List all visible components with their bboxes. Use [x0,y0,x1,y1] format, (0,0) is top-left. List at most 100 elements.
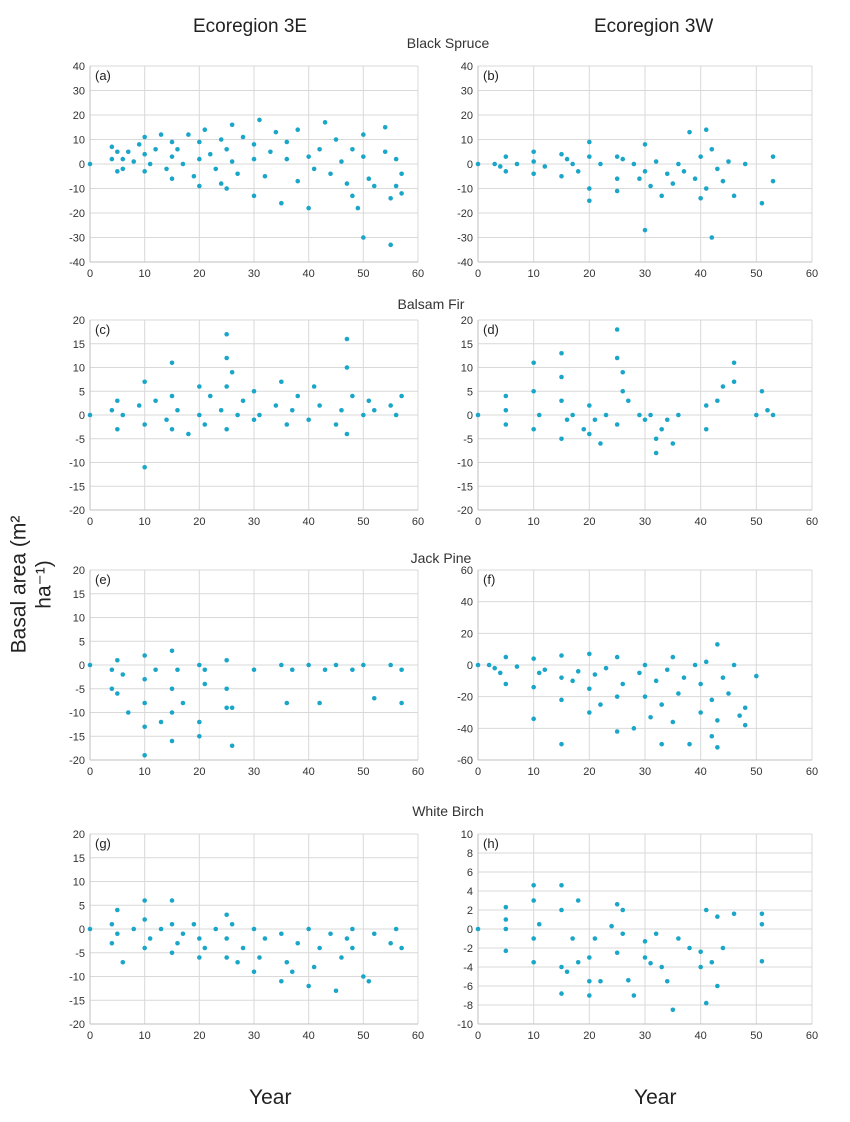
y-tick-label: -10 [69,972,85,984]
scatter-point [531,883,536,888]
scatter-point [197,156,202,162]
scatter-point [653,931,659,937]
scatter-point [575,669,581,674]
panel-label: (c) [95,322,110,337]
scatter-point [703,403,709,408]
scatter-point [169,738,175,744]
scatter-point [709,235,715,240]
scatter-point [115,426,120,432]
scatter-point [142,151,147,157]
scatter-point [754,412,759,418]
scatter-point [731,662,737,668]
x-tick-label: 0 [475,766,481,778]
scatter-point [720,384,726,389]
scatter-point [731,379,737,385]
scatter-point [514,664,520,669]
x-tick-label: 50 [357,1030,369,1042]
scatter-point [393,183,399,189]
scatter-point [235,959,240,965]
scatter-point [317,700,322,706]
scatter-point [350,945,355,951]
scatter-point [614,188,620,194]
x-axis-title-left: Year [249,1086,292,1109]
y-tick-label: 5 [79,386,85,398]
scatter-point [587,431,592,437]
scatter-point [120,166,126,172]
x-tick-label: 10 [528,766,540,778]
scatter-point [531,716,536,722]
scatter-point [587,955,592,960]
scatter-point [399,700,404,706]
species-label-balsam-fir: Balsam Fir [397,296,465,312]
scatter-point [531,388,536,394]
scatter-point [257,117,262,123]
scatter-point [224,426,229,432]
scatter-point [109,667,115,673]
scatter-point [218,137,224,142]
y-tick-label: 0 [467,159,473,171]
scatter-point [382,149,388,155]
scatter-point [475,161,481,167]
scatter-point [681,169,687,174]
scatter-point [626,978,631,983]
scatter-point [559,398,564,404]
scatter-point [692,662,698,668]
scatter-point [676,412,681,418]
y-tick-label: 4 [467,886,473,898]
scatter-point [109,144,115,150]
scatter-point [115,169,120,174]
scatter-point [115,691,120,696]
scatter-point [587,686,592,692]
scatter-point [503,926,509,932]
scatter-point [503,422,509,427]
scatter-point [115,657,120,663]
x-tick-label: 40 [303,516,315,528]
col-title-ecoregion-3w: Ecoregion 3W [594,16,714,37]
y-tick-label: 8 [467,848,473,860]
scatter-point [742,705,748,711]
x-tick-label: 0 [87,268,93,280]
scatter-point [503,948,509,954]
scatter-point [317,403,322,408]
scatter-point [575,898,581,903]
panel-label: (d) [483,322,499,337]
x-tick-label: 10 [139,766,151,778]
scatter-point [742,161,748,167]
scatter-point [388,242,393,248]
scatter-point [559,374,564,380]
scatter-point [306,205,311,211]
x-tick-label: 50 [357,516,369,528]
panel-label: (b) [483,68,499,83]
scatter-point [169,950,175,956]
x-tick-label: 40 [695,516,707,528]
scatter-point [393,412,399,418]
scatter-point [559,675,564,680]
x-tick-label: 30 [248,1030,260,1042]
panel-label: (f) [483,572,495,587]
scatter-point [587,403,592,408]
scatter-point [371,407,377,413]
scatter-point [213,166,219,172]
scatter-point [475,412,481,418]
scatter-point [328,171,333,177]
scatter-point [361,662,366,668]
y-tick-label: -5 [463,434,473,446]
y-tick-label: -40 [69,257,85,269]
scatter-point [197,936,202,941]
scatter-point [676,161,681,167]
scatter-point [289,667,295,673]
scatter-point [279,978,284,984]
scatter-point [692,176,698,181]
y-tick-label: 40 [73,61,85,73]
scatter-point [169,426,175,432]
scatter-point [235,412,240,418]
y-tick-label: 20 [73,829,85,841]
scatter-point [659,741,664,747]
scatter-point [637,176,642,181]
scatter-point [681,675,687,680]
scatter-point [306,154,311,159]
y-tick-label: -40 [457,723,473,735]
scatter-point [109,921,115,927]
scatter-point [475,662,481,668]
scatter-point [164,166,169,172]
